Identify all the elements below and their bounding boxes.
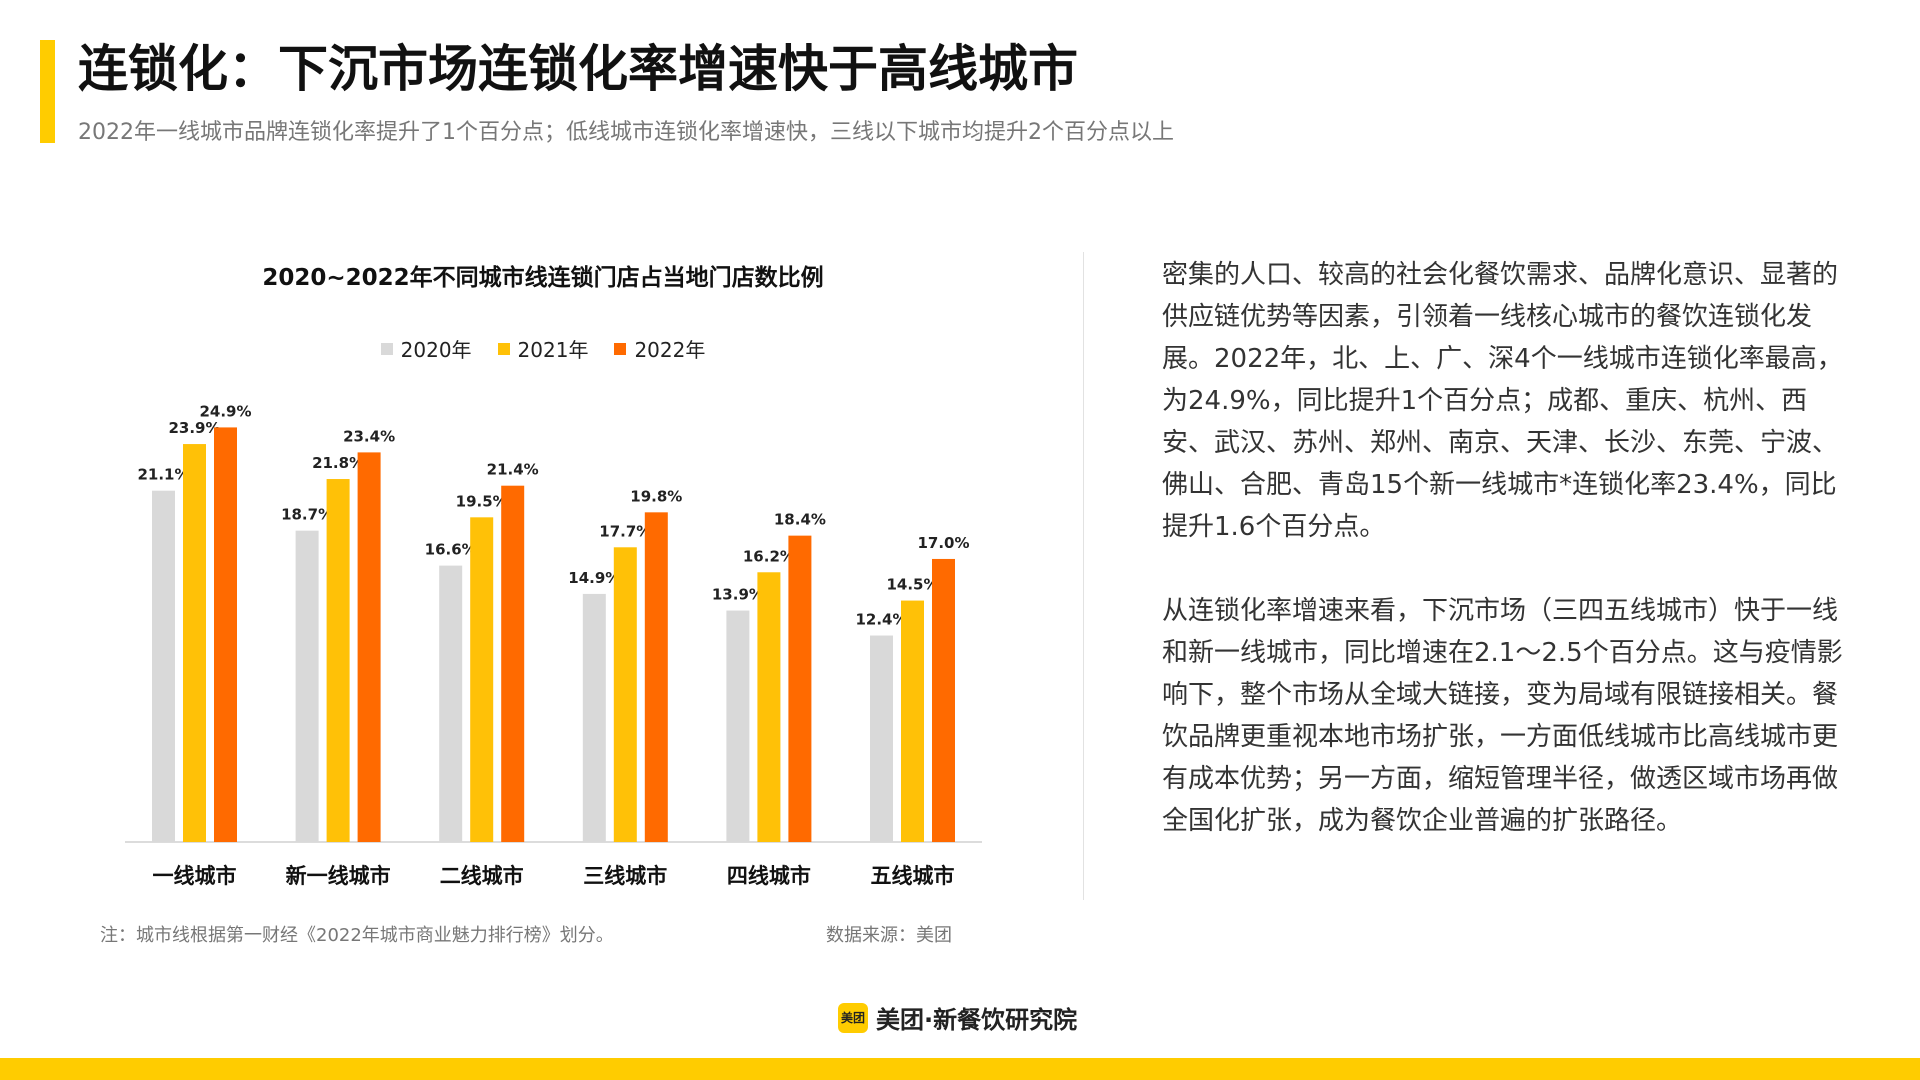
chart-title: 2020~2022年不同城市线连锁门店占当地门店数比例 (262, 265, 824, 291)
data-label-4-0: 13.9% (712, 586, 764, 604)
data-label-3-1: 17.7% (599, 522, 651, 540)
bar-1-0 (295, 530, 319, 842)
page-subtitle: 2022年一线城市品牌连锁化率提升了1个百分点；低线城市连锁化率增速快，三线以下… (78, 120, 1174, 145)
title-accent-bar (40, 40, 55, 143)
category-label-1: 新一线城市 (286, 864, 391, 888)
bar-2-1 (470, 517, 494, 842)
legend-swatch-2020 (380, 342, 393, 355)
legend-label-2021: 2021年 (517, 338, 589, 362)
data-label-5-2: 17.0% (917, 534, 969, 552)
bar-1-2 (357, 452, 381, 842)
bar-5-1 (901, 600, 924, 842)
brand: 美团 美团·新餐饮研究院 (838, 1000, 1077, 1035)
chart-note: 注：城市线根据第一财经《2022年城市商业魅力排行榜》划分。 (100, 925, 614, 946)
bar-4-1 (757, 572, 781, 842)
data-label-3-2: 19.8% (630, 487, 682, 505)
bar-2-2 (501, 485, 525, 842)
legend-swatch-2021 (497, 342, 510, 355)
data-label-1-2: 23.4% (343, 427, 395, 445)
category-label-0: 一线城市 (153, 864, 237, 888)
page-title: 连锁化：下沉市场连锁化率增速快于高线城市 (78, 40, 1078, 98)
bar-5-2 (932, 558, 955, 842)
data-label-1-0: 18.7% (281, 506, 333, 524)
bar-3-2 (644, 512, 668, 842)
bar-4-2 (788, 535, 812, 842)
chart-legend: 2020年 2021年 2022年 (128, 334, 958, 363)
bar-chart: 21.1% 23.9%24.9% 一线城市 18.7% 21.8% 23.4% 新一线城市 1… (125, 402, 982, 888)
data-label-4-1: 16.2% (743, 547, 795, 565)
data-label-5-0: 12.4% (855, 611, 907, 629)
category-label-3: 三线城市 (583, 864, 667, 888)
bar-0-2 (214, 427, 237, 842)
bar-1-1 (326, 479, 350, 842)
data-label-1-1: 21.8% (312, 454, 364, 472)
data-label-4-2: 18.4% (774, 511, 826, 529)
data-label-2-0: 16.6% (425, 541, 477, 559)
data-label-0-1: 23.9% (168, 419, 220, 437)
vertical-divider (1083, 252, 1084, 900)
data-label-3-0: 14.9% (568, 569, 620, 587)
side-text: 密集的人口、较高的社会化餐饮需求、品牌化意识、显著的供应链优势等因素，引领着一线… (1162, 254, 1852, 842)
side-paragraph-1: 密集的人口、较高的社会化餐饮需求、品牌化意识、显著的供应链优势等因素，引领着一线… (1162, 260, 1843, 542)
bar-2-0 (439, 565, 463, 842)
bar-3-0 (582, 593, 606, 842)
bottom-accent-bar (0, 1058, 1920, 1080)
category-label-4: 四线城市 (727, 864, 811, 888)
legend-label-2022: 2022年 (634, 338, 706, 362)
bar-3-1 (613, 547, 637, 842)
data-label-2-2: 21.4% (487, 461, 539, 479)
category-label-2: 二线城市 (440, 864, 524, 888)
legend-item-2022: 2022年 (614, 334, 705, 363)
data-label-2-1: 19.5% (456, 492, 508, 510)
bar-0-0 (152, 490, 175, 842)
bar-0-1 (183, 444, 206, 842)
data-label-5-1: 14.5% (886, 576, 938, 594)
data-label-0-2: 24.9% (199, 402, 251, 420)
legend-swatch-2022 (614, 342, 627, 355)
data-label-0-0: 21.1% (137, 466, 189, 484)
bar-5-0 (870, 635, 893, 842)
legend-item-2020: 2020年 (380, 334, 472, 363)
brand-name: 美团·新餐饮研究院 (876, 1006, 1078, 1034)
meituan-logo-icon: 美团 (838, 1002, 868, 1033)
side-paragraph-2: 从连锁化率增速来看，下沉市场（三四五线城市）快于一线和新一线城市，同比增速在2.… (1162, 596, 1843, 836)
bar-4-0 (726, 610, 750, 842)
legend-item-2021: 2021年 (497, 334, 589, 363)
category-label-5: 五线城市 (871, 864, 955, 888)
data-source: 数据来源：美团 (826, 925, 952, 946)
legend-label-2020: 2020年 (400, 338, 472, 362)
